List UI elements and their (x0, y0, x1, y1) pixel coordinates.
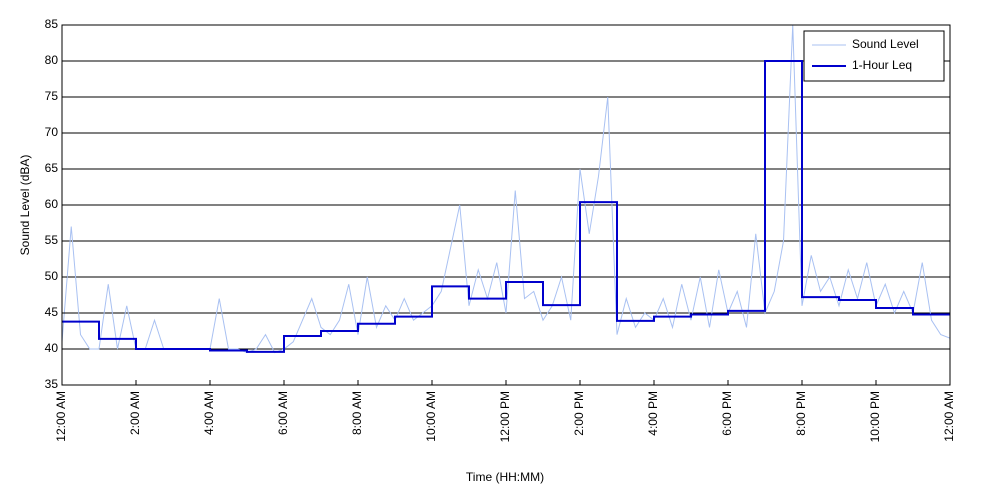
x-tick-label: 4:00 PM (646, 391, 660, 436)
x-tick-label: 6:00 AM (276, 391, 290, 435)
y-tick-label: 80 (45, 53, 59, 67)
x-tick-label: 2:00 PM (572, 391, 586, 436)
x-tick-label: 2:00 AM (128, 391, 142, 435)
y-tick-label: 65 (45, 161, 59, 175)
y-tick-label: 70 (45, 125, 59, 139)
x-tick-label: 6:00 PM (720, 391, 734, 436)
y-tick-label: 75 (45, 89, 59, 103)
x-tick-label: 4:00 AM (202, 391, 216, 435)
y-tick-label: 50 (45, 269, 59, 283)
x-tick-label: 12:00 AM (54, 391, 68, 442)
x-tick-label: 8:00 AM (350, 391, 364, 435)
legend-label: 1-Hour Leq (852, 58, 912, 72)
y-tick-label: 40 (45, 341, 59, 355)
x-tick-label: 8:00 PM (794, 391, 808, 436)
series-line (62, 60, 950, 353)
x-tick-label: 10:00 PM (868, 391, 882, 442)
y-axis-title: Sound Level (dBA) (18, 155, 32, 256)
x-tick-label: 10:00 AM (424, 391, 438, 442)
legend-label: Sound Level (852, 37, 919, 51)
y-tick-label: 45 (45, 305, 59, 319)
legend-box (803, 30, 945, 82)
x-axis-title: Time (HH:MM) (466, 470, 544, 484)
x-tick-label: 12:00 AM (942, 391, 956, 442)
y-tick-label: 85 (45, 17, 59, 31)
y-tick-label: 55 (45, 233, 59, 247)
y-tick-label: 35 (45, 377, 59, 391)
y-tick-label: 60 (45, 197, 59, 211)
x-tick-label: 12:00 PM (498, 391, 512, 442)
